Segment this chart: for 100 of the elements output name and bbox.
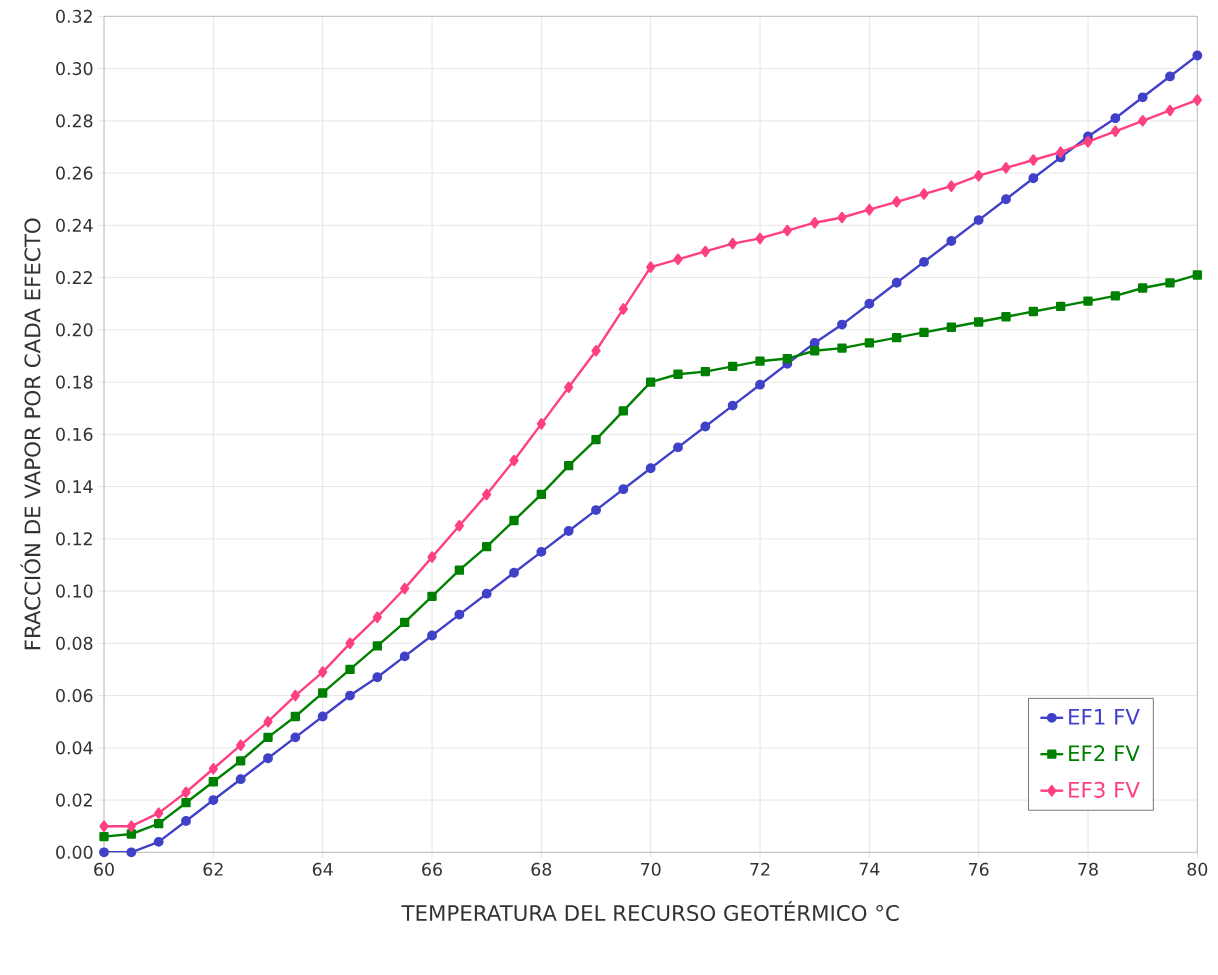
point	[99, 847, 109, 858]
point	[591, 434, 601, 445]
point	[618, 406, 628, 416]
point	[864, 338, 874, 348]
point	[728, 237, 738, 250]
point	[427, 591, 437, 601]
point	[1001, 194, 1011, 205]
point	[1028, 173, 1039, 184]
point	[399, 651, 410, 662]
point	[454, 565, 464, 575]
x-tick-label: 62	[203, 862, 223, 876]
point	[236, 739, 246, 751]
point	[235, 774, 246, 785]
point	[317, 711, 328, 722]
point	[318, 688, 328, 698]
point	[591, 505, 601, 516]
point	[700, 421, 711, 432]
point	[810, 346, 820, 356]
x-tick-label: 66	[422, 862, 442, 876]
point	[700, 245, 710, 258]
point	[837, 211, 847, 224]
point	[892, 333, 902, 343]
point	[154, 818, 164, 829]
point	[536, 418, 546, 430]
point	[509, 515, 519, 526]
point	[372, 672, 383, 683]
point	[99, 820, 109, 832]
point	[263, 715, 273, 728]
y-tick-label: 0.04	[56, 741, 93, 755]
point	[864, 298, 875, 309]
point	[427, 630, 437, 641]
y-tick-label: 0.06	[56, 689, 93, 703]
point	[481, 588, 492, 599]
point	[646, 377, 656, 387]
point	[1138, 283, 1148, 293]
point	[919, 256, 929, 267]
point	[1110, 291, 1120, 301]
point	[837, 343, 847, 353]
point	[1192, 270, 1202, 280]
legend-label: EF1 FV	[1069, 709, 1140, 725]
point	[946, 322, 956, 332]
point	[564, 381, 574, 394]
point	[263, 753, 273, 764]
y-tick-label: 0.00	[56, 845, 93, 859]
x-tick-label: 68	[531, 862, 552, 876]
x-axis-title: TEMPERATURA DEL RECURSO GEOTÉRMICO °C	[401, 900, 899, 922]
point	[564, 461, 574, 471]
point	[126, 820, 136, 832]
point	[290, 689, 300, 702]
point	[1001, 312, 1011, 322]
point	[891, 277, 902, 288]
y-tick-label: 0.08	[56, 636, 93, 650]
point	[454, 520, 464, 532]
point	[154, 807, 164, 819]
point	[727, 400, 738, 411]
point	[536, 489, 547, 500]
point	[1028, 306, 1038, 317]
point	[782, 353, 792, 364]
point	[755, 356, 765, 366]
x-tick-label: 74	[859, 862, 880, 876]
point	[263, 732, 273, 743]
y-tick-label: 0.16	[56, 427, 93, 441]
point	[973, 215, 984, 226]
y-tick-label: 0.02	[56, 793, 92, 807]
point	[755, 379, 765, 390]
point	[618, 303, 628, 315]
x-tick-label: 76	[969, 862, 989, 876]
y-axis-title: FRACCIÓN DE VAPOR POR CADA EFECTO	[20, 218, 41, 650]
point	[946, 180, 956, 192]
point	[1001, 162, 1011, 174]
point	[181, 816, 191, 826]
point	[536, 546, 547, 557]
point	[126, 829, 137, 839]
y-tick-label: 0.32	[56, 9, 92, 23]
point	[509, 567, 519, 578]
point	[563, 526, 574, 536]
point	[509, 454, 519, 467]
point	[1165, 278, 1175, 288]
point	[974, 317, 984, 327]
point	[728, 361, 738, 372]
point	[673, 442, 683, 453]
x-tick-label: 70	[641, 862, 661, 876]
point	[482, 488, 492, 501]
point	[236, 756, 246, 766]
point	[618, 484, 629, 495]
point	[400, 582, 410, 595]
point	[153, 836, 164, 847]
point	[673, 369, 683, 379]
point	[1110, 113, 1121, 124]
point	[1083, 135, 1093, 148]
point	[208, 762, 218, 775]
y-tick-label: 0.26	[56, 166, 93, 180]
point	[290, 711, 301, 722]
y-tick-label: 0.18	[56, 375, 93, 389]
y-tick-label: 0.30	[56, 62, 93, 76]
point	[208, 795, 219, 806]
point	[645, 463, 656, 474]
point	[345, 637, 355, 650]
point	[646, 261, 656, 273]
y-tick-label: 0.28	[56, 114, 93, 128]
